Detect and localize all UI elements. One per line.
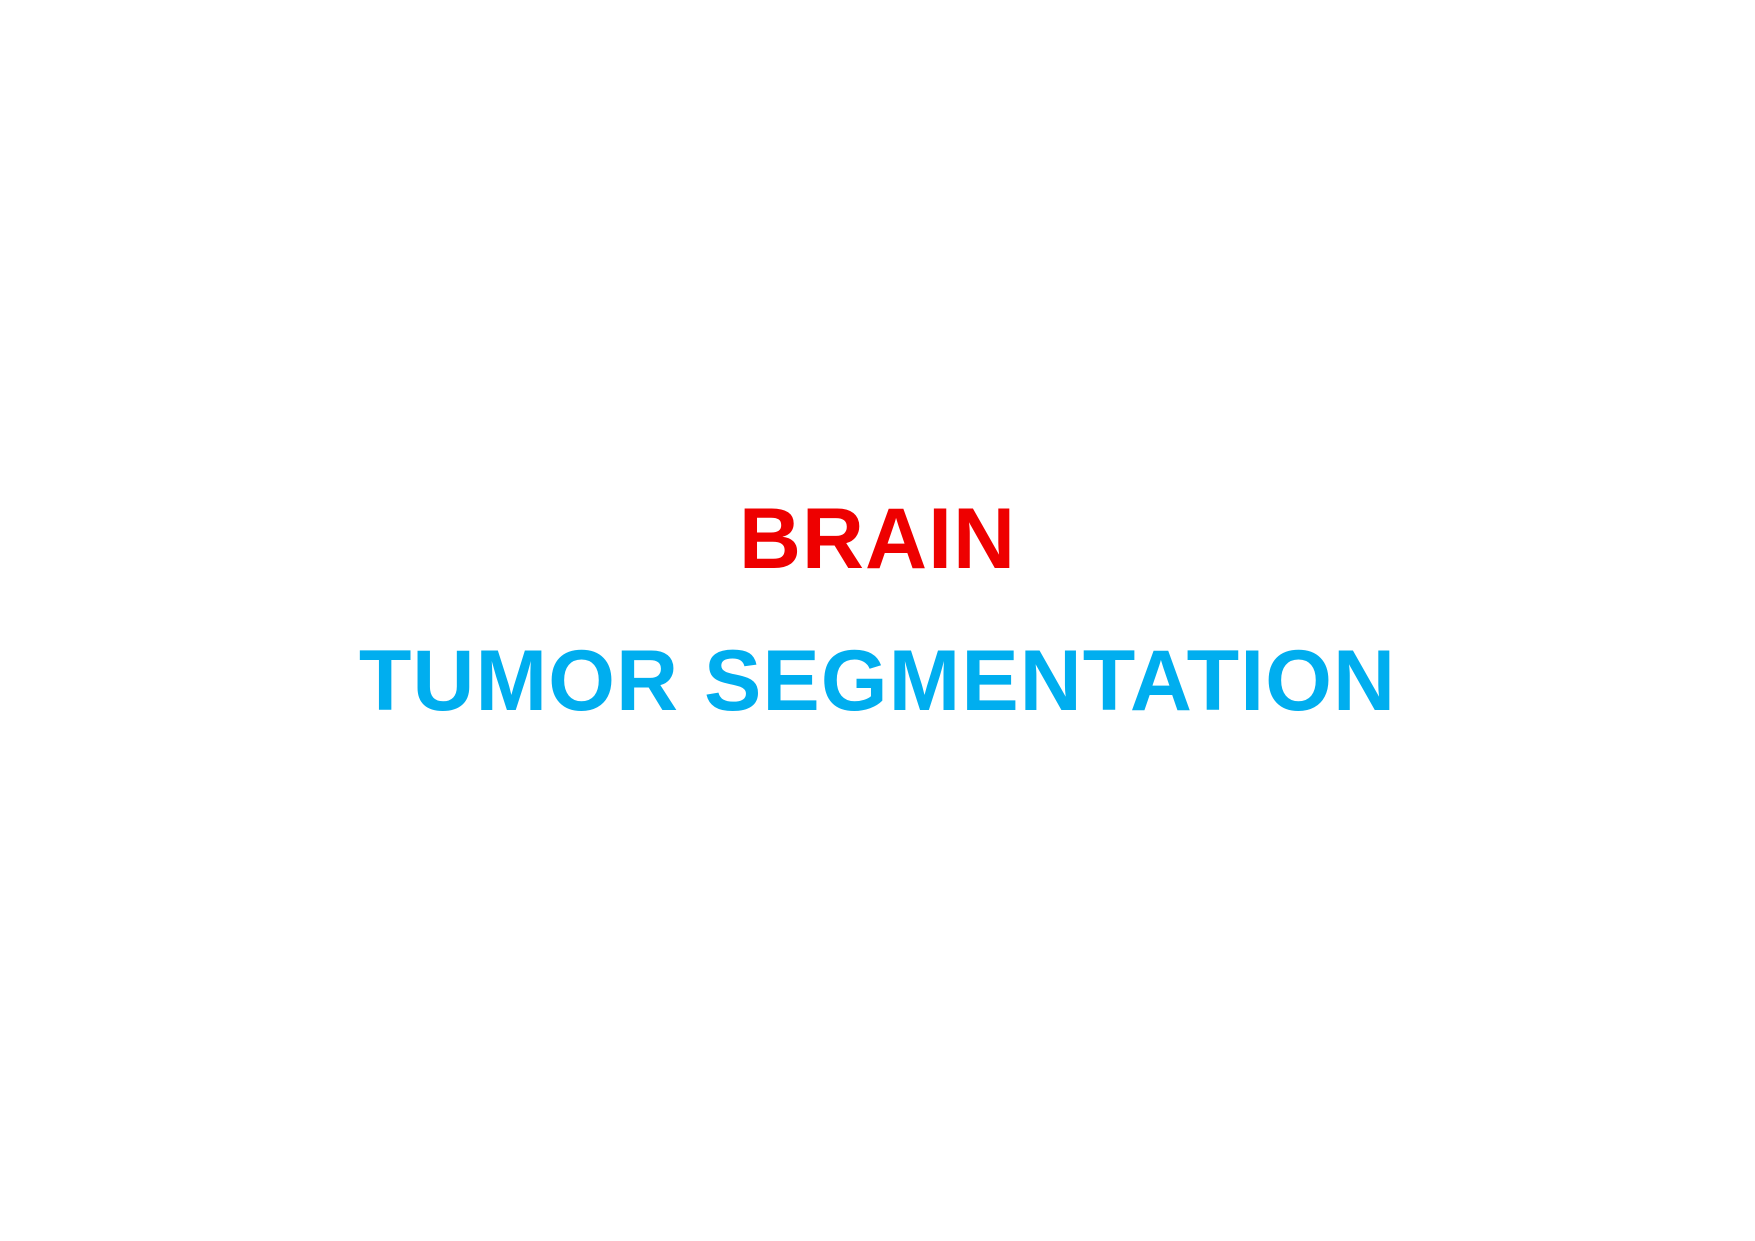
title-line-2: TUMOR SEGMENTATION — [358, 633, 1397, 729]
title-line-1: BRAIN — [738, 491, 1017, 587]
